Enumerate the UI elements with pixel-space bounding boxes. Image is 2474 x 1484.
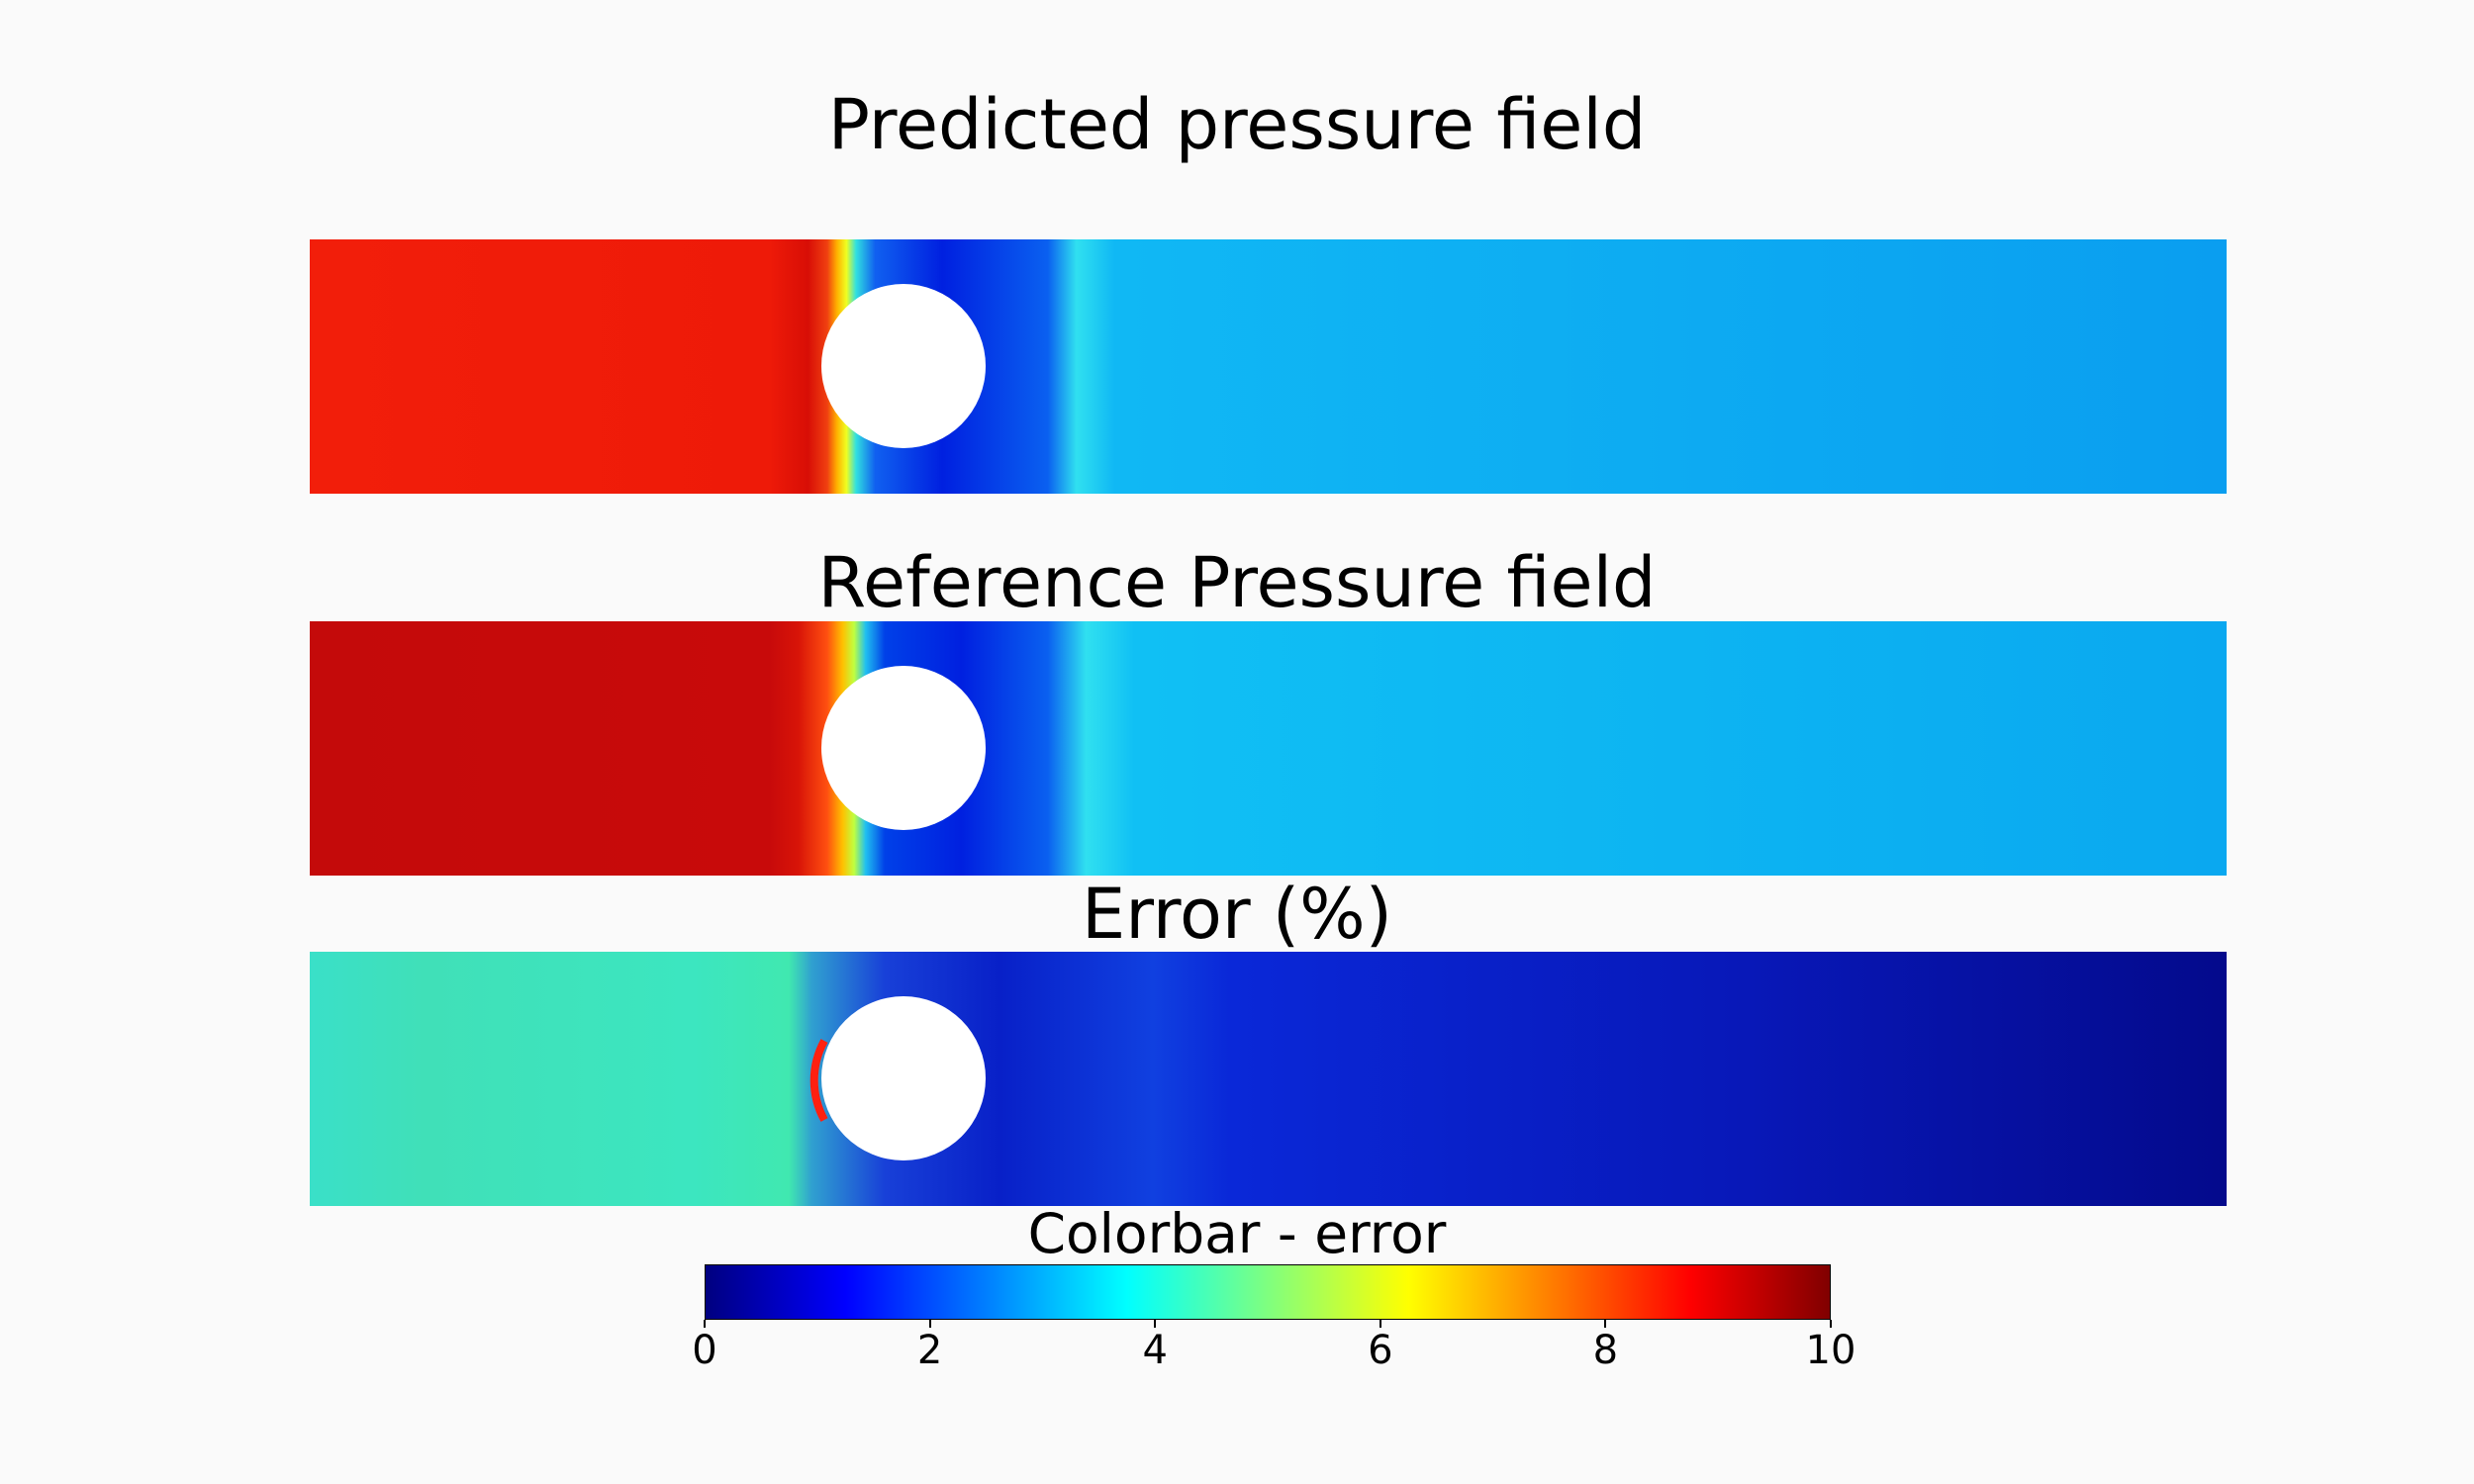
colorbar-tick-mark: [928, 1320, 931, 1328]
colorbar-tick-label: 2: [916, 1328, 943, 1373]
colorbar-axis: 0 2 4 6 8 10: [692, 1320, 1856, 1379]
colorbar-title: Colorbar - error: [1027, 1202, 1447, 1265]
error-field-fill: [310, 952, 2227, 1206]
error-hotspot-edge: [809, 1039, 828, 1122]
colorbar-tick-label: 0: [692, 1328, 717, 1373]
reference-field-fill: [310, 621, 2227, 876]
reference-pressure-field: [310, 621, 2227, 876]
predicted-cylinder-obstacle: [821, 284, 986, 448]
predicted-panel-title: Predicted pressure field: [827, 84, 1647, 165]
colorbar-tick-label: 4: [1142, 1328, 1168, 1373]
colorbar-tick-mark: [1379, 1320, 1381, 1328]
reference-panel-title: Reference Pressure field: [817, 542, 1657, 623]
colorbar: [705, 1264, 1831, 1320]
predicted-pressure-field: [310, 239, 2227, 494]
colorbar-tick-label: 10: [1805, 1328, 1856, 1373]
colorbar-tick-label: 6: [1368, 1328, 1393, 1373]
predicted-field-fill: [310, 239, 2227, 494]
colorbar-tick-mark: [1604, 1320, 1607, 1328]
error-field: [310, 952, 2227, 1206]
colorbar-tick-mark: [1830, 1320, 1832, 1328]
colorbar-tick-mark: [704, 1320, 706, 1328]
error-cylinder-obstacle: [821, 996, 986, 1160]
colorbar-tick-mark: [1154, 1320, 1157, 1328]
colorbar-tick-label: 8: [1592, 1328, 1619, 1373]
error-panel-title: Error (%): [1081, 874, 1392, 955]
colorbar-gradient: [705, 1264, 1831, 1320]
reference-cylinder-obstacle: [821, 666, 986, 830]
